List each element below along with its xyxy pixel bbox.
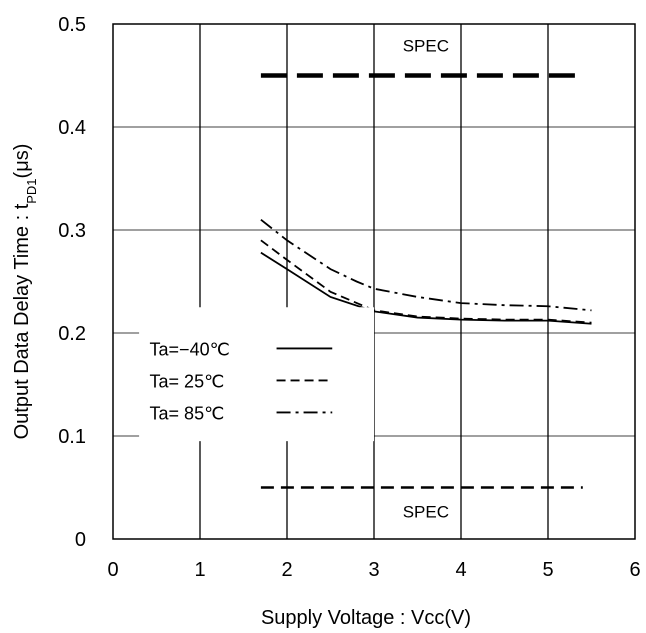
y-axis-label-unit: (μs) xyxy=(11,144,33,179)
legend-label: Ta= 25℃ xyxy=(150,371,225,391)
y-tick-label: 0.3 xyxy=(58,220,86,242)
x-tick-label: 4 xyxy=(455,559,466,581)
legend-box xyxy=(139,307,374,442)
plot-frame xyxy=(112,23,636,540)
y-tick-label: 0.4 xyxy=(58,117,86,139)
x-axis-label: Supply Voltage : Vcc(V) xyxy=(261,607,471,629)
data-series xyxy=(260,218,592,325)
x-tick-label: 2 xyxy=(281,559,292,581)
series-line xyxy=(260,218,592,312)
grid-lines xyxy=(113,24,635,539)
y-tick-label: 0 xyxy=(75,529,86,551)
spec-label: SPEC xyxy=(403,503,449,522)
y-tick-label: 0.2 xyxy=(58,323,86,345)
x-tick-label: 5 xyxy=(542,559,553,581)
x-tick-label: 3 xyxy=(368,559,379,581)
legend-label: Ta=−40℃ xyxy=(150,339,230,359)
x-tick-label: 1 xyxy=(194,559,205,581)
spec-label: SPEC xyxy=(403,37,449,56)
legend: Ta=−40℃ Ta= 25℃ Ta= 85℃ xyxy=(139,307,374,442)
y-axis-label-subscript: PD1 xyxy=(24,178,39,203)
x-tick-labels: 0 1 2 3 4 5 6 xyxy=(107,559,640,581)
y-axis-label: Output Data Delay Time : tPD1(μs) xyxy=(11,144,39,440)
series-line xyxy=(260,251,592,325)
x-tick-label: 6 xyxy=(629,559,640,581)
spec-lines: SPEC SPEC xyxy=(260,37,583,522)
y-tick-labels: 0 0.1 0.2 0.3 0.4 0.5 xyxy=(58,14,86,551)
y-tick-label: 0.1 xyxy=(58,426,86,448)
y-tick-label: 0.5 xyxy=(58,14,86,36)
x-tick-label: 0 xyxy=(107,559,118,581)
legend-label: Ta= 85℃ xyxy=(150,403,225,423)
series-line xyxy=(260,239,592,324)
y-axis-label-main: Output Data Delay Time : t xyxy=(11,203,33,439)
